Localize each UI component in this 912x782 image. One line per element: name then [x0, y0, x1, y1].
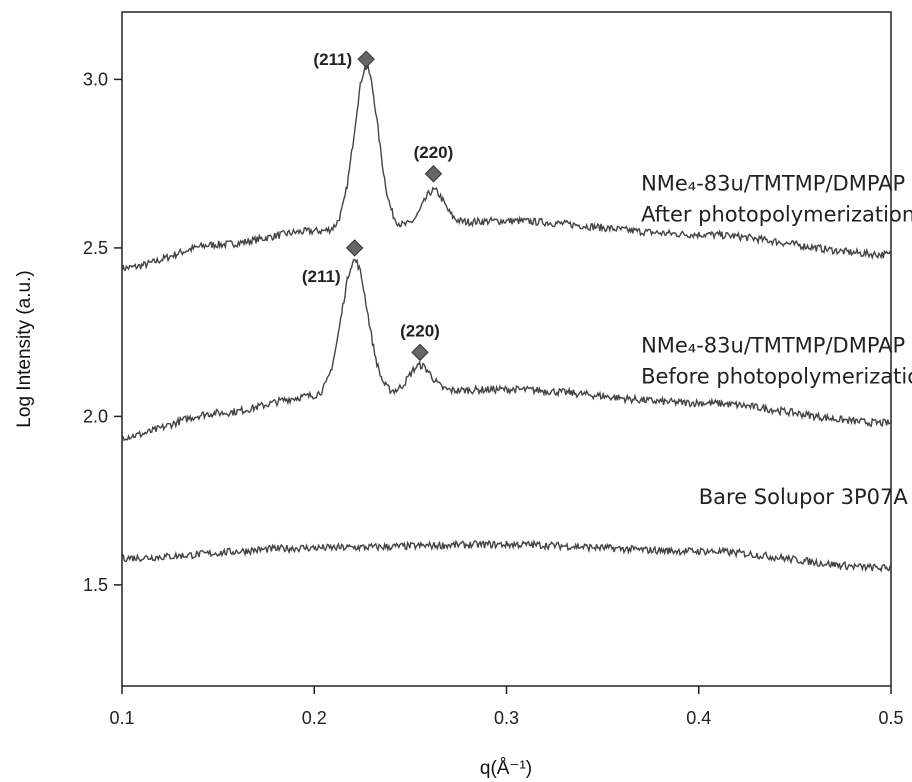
x-tick-label: 0.1: [109, 708, 134, 728]
y-tick-label: 3.0: [83, 69, 108, 89]
series-line: [121, 63, 892, 272]
y-tick-label: 1.5: [83, 575, 108, 595]
series-label: NMe₄-83u/TMTMP/DMPAP: [641, 333, 905, 357]
y-tick-label: 2.0: [83, 406, 108, 426]
y-tick-label: 2.5: [83, 238, 108, 258]
y-axis-title: Log Intensity (a.u.): [14, 270, 35, 427]
series-line: [121, 258, 892, 442]
series-label: NMe₄-83u/TMTMP/DMPAP: [641, 172, 905, 196]
series-layer: [121, 63, 892, 573]
axis-ticks: 0.1 0.2 0.3 0.4 0.5 1.5 2.0 2.5 3.0: [83, 69, 904, 728]
peak-marker: [345, 239, 364, 257]
x-tick-label: 0.5: [878, 708, 903, 728]
peak-marker: [357, 50, 375, 68]
series-line: [121, 539, 892, 573]
peak-marker: [424, 165, 443, 183]
series-label: Bare Solupor 3P07A: [699, 485, 909, 509]
peak-label: (211): [313, 50, 352, 69]
peak-label: (220): [400, 321, 440, 340]
peak-marker: [411, 343, 429, 362]
x-axis-title: q(Å⁻¹): [480, 758, 532, 779]
peak-label: (220): [414, 143, 454, 162]
series-label: Before photopolymerization: [641, 364, 912, 388]
x-tick-label: 0.3: [494, 708, 519, 728]
x-tick-label: 0.4: [686, 708, 711, 728]
peak-label: (211): [302, 267, 341, 286]
series-label: After photopolymerization: [641, 203, 912, 227]
annotations-layer: NMe₄-83u/TMTMP/DMPAP After photopolymeriz…: [302, 50, 912, 509]
x-tick-label: 0.2: [302, 708, 327, 728]
